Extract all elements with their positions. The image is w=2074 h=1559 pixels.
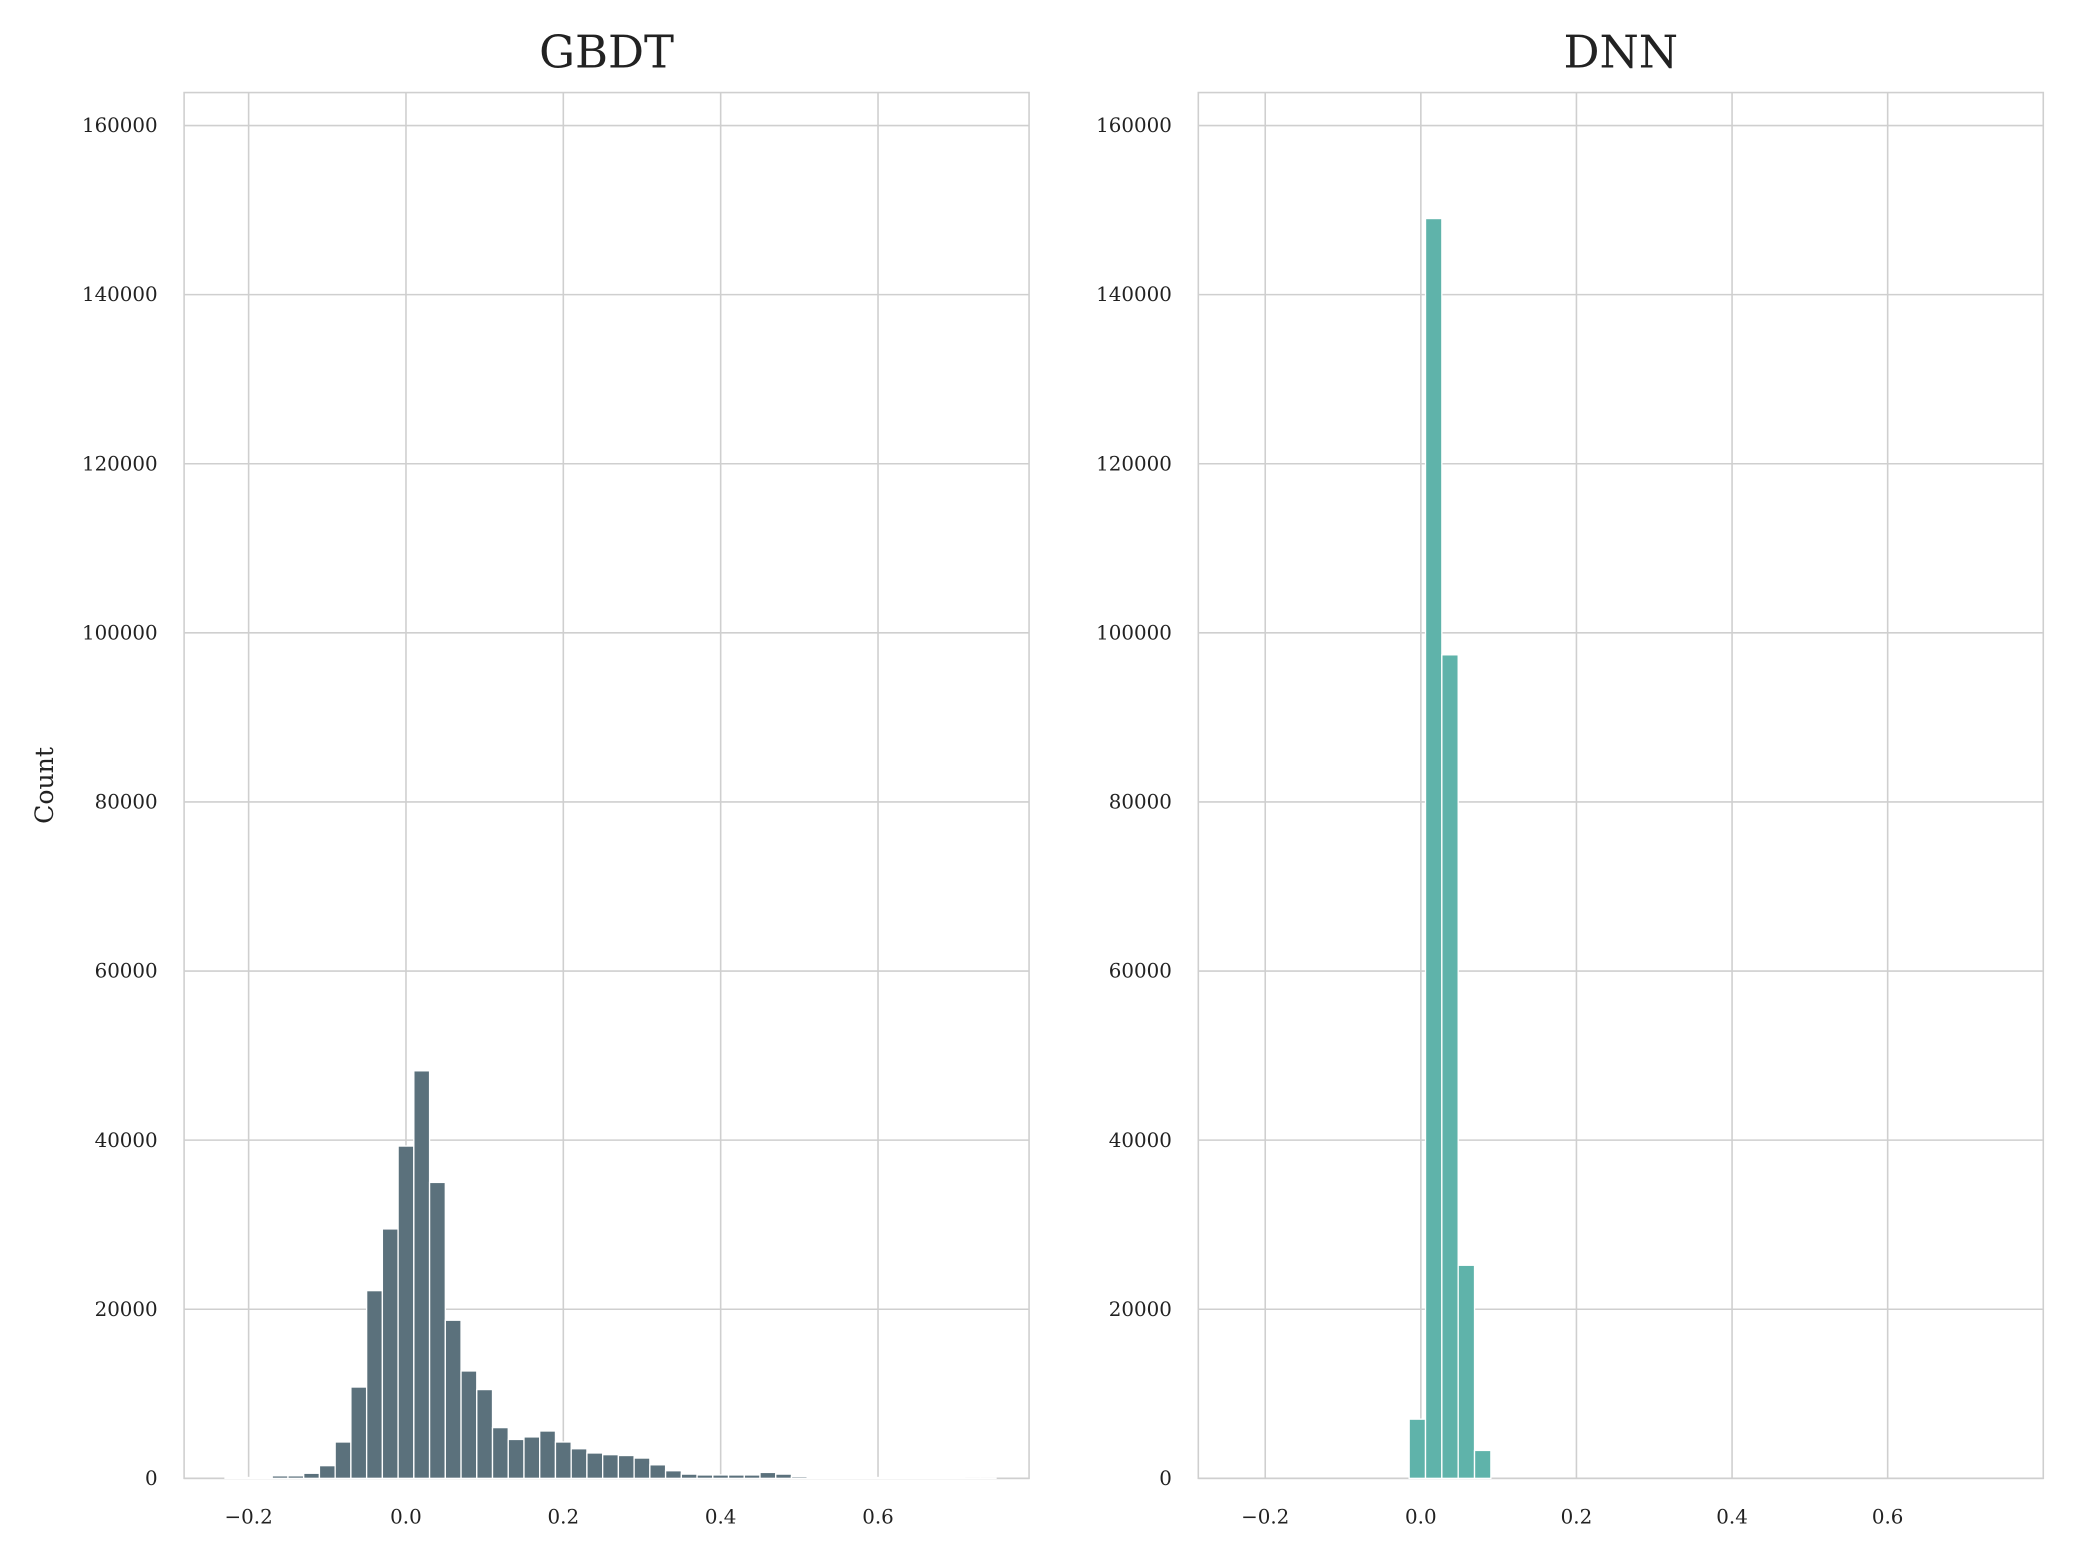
bar <box>586 1452 604 1480</box>
bar <box>413 1070 431 1480</box>
bar <box>601 1454 620 1480</box>
x-tick-label: 0.6 <box>1872 1505 1904 1528</box>
y-tick-label: 160000 <box>82 114 158 137</box>
x-tick-label: 0.6 <box>862 1505 894 1528</box>
chart-title: DNN <box>1563 25 1678 78</box>
bar <box>853 1476 871 1480</box>
bar <box>680 1473 698 1480</box>
y-tick-label: 20000 <box>95 1298 158 1321</box>
bar <box>1441 654 1459 1480</box>
x-tick-label: 0.0 <box>390 1505 422 1528</box>
bar <box>1408 1418 1427 1480</box>
y-tick-label: 80000 <box>1109 791 1172 814</box>
bar <box>775 1473 793 1480</box>
x-tick-label: 0.2 <box>1561 1505 1593 1528</box>
x-tick-label: −0.2 <box>1241 1505 1289 1528</box>
plot-frame <box>1197 91 2045 1480</box>
bar <box>350 1386 368 1480</box>
y-tick-label: 40000 <box>95 1129 158 1152</box>
x-tick-label: 0.2 <box>548 1505 580 1528</box>
bar <box>1473 1449 1492 1480</box>
bar <box>271 1475 289 1480</box>
plot-frame <box>183 91 1030 1480</box>
chart-title: GBDT <box>539 25 674 78</box>
y-tick-label: 40000 <box>1109 1129 1172 1152</box>
y-tick-label: 100000 <box>82 621 158 644</box>
bar <box>523 1436 541 1480</box>
bar <box>554 1441 572 1480</box>
bar <box>507 1438 525 1480</box>
bar <box>743 1474 761 1480</box>
bar <box>806 1476 824 1480</box>
bar <box>1424 217 1443 1480</box>
bar <box>727 1474 745 1480</box>
y-tick-label: 140000 <box>82 283 158 306</box>
bar <box>444 1319 462 1480</box>
y-tick-label: 80000 <box>95 791 158 814</box>
bar <box>381 1228 399 1480</box>
bar <box>240 1476 258 1480</box>
bar <box>397 1145 415 1480</box>
bar <box>759 1471 777 1480</box>
bar <box>822 1476 840 1480</box>
x-tick-label: 0.0 <box>1405 1505 1437 1528</box>
y-tick-label: 160000 <box>1096 114 1172 137</box>
bar <box>428 1181 446 1480</box>
x-tick-label: 0.4 <box>1716 1505 1748 1528</box>
y-tick-label: 20000 <box>1109 1298 1172 1321</box>
y-tick-label: 60000 <box>1109 960 1172 983</box>
bar <box>255 1476 273 1480</box>
bar <box>712 1474 730 1480</box>
y-axis-label: Count <box>30 747 59 824</box>
y-tick-label: 0 <box>145 1467 158 1490</box>
y-tick-label: 140000 <box>1096 283 1172 306</box>
bar <box>476 1388 494 1480</box>
bar <box>460 1370 478 1480</box>
bar <box>334 1441 352 1480</box>
x-tick-label: −0.2 <box>225 1505 273 1528</box>
bar <box>570 1448 588 1480</box>
bar <box>664 1470 682 1480</box>
bar <box>633 1457 651 1480</box>
y-tick-label: 0 <box>1159 1467 1172 1490</box>
bar <box>1457 1264 1476 1480</box>
bar <box>303 1472 321 1480</box>
bar <box>617 1454 635 1480</box>
bar <box>696 1474 714 1480</box>
y-tick-label: 100000 <box>1096 621 1172 644</box>
bar <box>869 1476 887 1480</box>
bar <box>539 1430 557 1480</box>
bar <box>287 1475 305 1480</box>
y-tick-label: 60000 <box>95 960 158 983</box>
y-tick-label: 120000 <box>82 452 158 475</box>
bar <box>838 1476 856 1480</box>
bar <box>491 1426 509 1480</box>
y-tick-label: 120000 <box>1096 452 1172 475</box>
bar <box>365 1289 384 1480</box>
x-tick-label: 0.4 <box>705 1505 737 1528</box>
bar <box>318 1464 336 1480</box>
bar <box>790 1475 808 1480</box>
bar <box>649 1464 667 1480</box>
